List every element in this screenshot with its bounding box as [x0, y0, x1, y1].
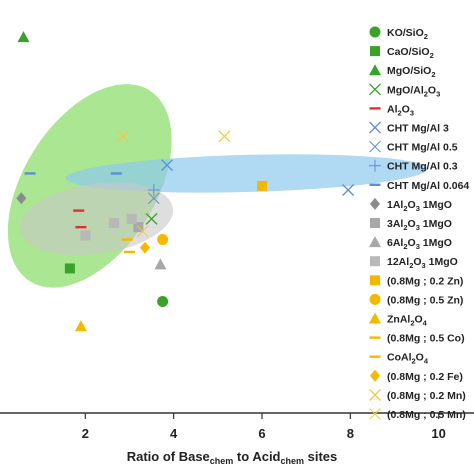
legend-label: CHT Mg/Al 0.064: [387, 180, 469, 192]
legend-label: MgO/SiO2: [387, 65, 436, 79]
legend-marker: [370, 197, 380, 210]
legend-marker: [369, 26, 381, 38]
data-point-13-1: [109, 218, 120, 229]
legend-label: KO/SiO2: [387, 27, 428, 41]
legend-marker: [369, 159, 381, 172]
data-point-14-1: [257, 180, 267, 191]
x-tick-label: 6: [258, 426, 265, 441]
data-point-6-2: [342, 184, 355, 196]
x-tick-label: 8: [347, 426, 354, 441]
data-point-13-2: [80, 230, 91, 241]
legend-label: 1Al2O3 1MgO: [387, 199, 452, 213]
legend-item: Al2O3: [369, 103, 414, 117]
legend-marker: [369, 140, 381, 153]
legend-item: 3Al2O3 1MgO: [370, 218, 452, 232]
legend-label: CoAl2O4: [387, 352, 429, 366]
legend-marker: [370, 46, 380, 57]
legend-item: (0.8Mg ; 0.5 Co): [369, 333, 465, 345]
legend-marker: [370, 218, 380, 228]
legend-marker: [370, 369, 380, 382]
data-point-8-1: [147, 183, 160, 196]
legend-item: (0.8Mg ; 0.5 Mn): [369, 408, 466, 421]
legend-label: CHT Mg/Al 0.5: [387, 142, 458, 154]
legend-label: 6Al2O3 1MgO: [387, 237, 452, 251]
legend-marker: [369, 83, 381, 96]
legend-item: CHT Mg/Al 0.3: [369, 159, 458, 173]
data-point-3-1: [17, 31, 30, 43]
legend-marker: [369, 388, 381, 401]
legend-label: Al2O3: [387, 103, 414, 117]
legend-marker: [369, 121, 381, 134]
x-tick-label: 10: [431, 426, 445, 441]
data-point-20-2: [218, 130, 231, 143]
data-point-13-3: [126, 213, 137, 224]
legend-label: MgO/Al2O3: [387, 84, 440, 98]
data-point-1-1: [157, 295, 169, 307]
legend-label: (0.8Mg ; 0.2 Zn): [387, 275, 463, 287]
legend-marker: [370, 256, 380, 267]
legend-marker: [369, 293, 381, 305]
cluster-ellipse-2: [65, 154, 428, 193]
legend-item: CHT Mg/Al 3: [369, 121, 449, 135]
legend: KO/SiO2 CaO/SiO2 MgO/SiO2 MgO/Al2O3 Al2O3 CHT…: [369, 26, 469, 421]
legend-item: CoAl2O4: [369, 352, 429, 366]
legend-item: ZnAl2O4: [369, 312, 428, 328]
legend-label: (0.8Mg ; 0.2 Fe): [387, 371, 463, 383]
data-point-19-1: [139, 241, 150, 254]
legend-item: CaO/SiO2: [370, 46, 434, 60]
data-point-6-1: [161, 159, 174, 172]
legend-item: 1Al2O3 1MgO: [370, 197, 452, 213]
legend-label: ZnAl2O4: [387, 314, 428, 328]
legend-item: CHT Mg/Al 0.5: [369, 140, 458, 154]
data-point-2-1: [64, 263, 75, 274]
legend-label: (0.8Mg ; 0.2 Mn): [387, 390, 466, 402]
legend-marker: [369, 312, 381, 324]
legend-marker: [369, 64, 381, 76]
legend-item: MgO/SiO2: [369, 64, 436, 79]
legend-item: (0.8Mg ; 0.5 Zn): [369, 293, 463, 306]
x-tick-label: 4: [170, 426, 178, 441]
legend-label: 12Al2O3 1MgO: [387, 256, 458, 270]
legend-item: KO/SiO2: [369, 26, 428, 41]
data-point-12-1: [154, 258, 167, 270]
data-point-15-1: [157, 234, 169, 246]
data-point-7-1: [147, 192, 160, 205]
legend-item: MgO/Al2O3: [369, 83, 440, 98]
legend-item: 6Al2O3 1MgO: [369, 236, 452, 251]
legend-label: 3Al2O3 1MgO: [387, 218, 452, 232]
legend-marker: [369, 408, 381, 420]
data-point-21-1: [136, 225, 149, 238]
cluster-ellipses: [7, 84, 428, 288]
legend-item: 12Al2O3 1MgO: [370, 256, 458, 270]
legend-marker: [370, 275, 380, 286]
x-tick-label: 2: [82, 426, 89, 441]
legend-label: CHT Mg/Al 0.3: [387, 161, 458, 173]
legend-label: CaO/SiO2: [387, 46, 434, 60]
legend-item: (0.8Mg ; 0.2 Zn): [370, 275, 463, 287]
legend-marker: [369, 236, 381, 248]
legend-item: CHT Mg/Al 0.064: [369, 180, 469, 192]
legend-label: CHT Mg/Al 3: [387, 123, 449, 135]
cluster-ellipse-3: [19, 182, 174, 256]
data-point-16-1: [74, 320, 87, 332]
legend-item: (0.8Mg ; 0.2 Mn): [369, 388, 466, 402]
data-point-10-1: [16, 192, 27, 205]
x-ticks: 2 4 6 8 10: [82, 413, 446, 441]
legend-label: (0.8Mg ; 0.5 Mn): [387, 409, 466, 421]
legend-label: (0.8Mg ; 0.5 Co): [387, 333, 465, 345]
data-point-4-1: [145, 212, 158, 225]
legend-item: (0.8Mg ; 0.2 Fe): [370, 369, 463, 383]
legend-label: (0.8Mg ; 0.5 Zn): [387, 294, 463, 306]
data-points: [16, 31, 355, 332]
x-axis-title: Ratio of Basechem to Acidchem sites: [127, 449, 338, 466]
data-point-20-1: [116, 130, 129, 143]
